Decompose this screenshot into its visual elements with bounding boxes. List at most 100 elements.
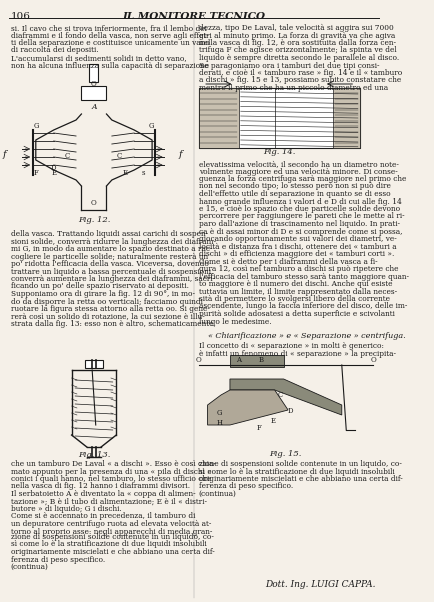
Text: e 15, e cioè lo spazio che due particelle solide devono: e 15, e cioè lo spazio che due particell… — [199, 205, 400, 213]
Text: C: C — [116, 152, 122, 160]
Text: ruotare la figura stessa attorno alla retta oo. Si gene-: ruotare la figura stessa attorno alla re… — [11, 305, 210, 313]
Text: gura 12, così nel tamburo a dischi si può ripetere che: gura 12, così nel tamburo a dischi si pu… — [199, 265, 398, 273]
Text: zione di sospensioni solide contenute in un liquido, co-: zione di sospensioni solide contenute in… — [199, 460, 401, 468]
Text: L'accumularsi di sedimenti solidi in detto vano,: L'accumularsi di sedimenti solidi in det… — [11, 54, 187, 62]
Text: lungo le medesime.: lungo le medesime. — [199, 317, 271, 326]
Text: mi G, in modo da aumentare lo spazio destinato a rac-: mi G, in modo da aumentare lo spazio des… — [11, 245, 212, 253]
Text: hanno grande influenza i valori d e D di cui alle fig. 14: hanno grande influenza i valori d e D di… — [199, 197, 401, 205]
Text: è infatti un fenomeno di « separazione » la precipita-: è infatti un fenomeno di « separazione »… — [199, 350, 396, 358]
Text: sità di permettere lo svolgersi libero della corrente: sità di permettere lo svolgersi libero d… — [199, 295, 390, 303]
Text: locità e distanza fra i dischi, ottenere dei « tamburi a: locità e distanza fra i dischi, ottenere… — [199, 243, 396, 250]
Text: D: D — [51, 164, 56, 172]
Text: Fig. 15.: Fig. 15. — [269, 450, 302, 458]
Text: Il serbatoietto A è diventato la « coppa di alimen-: Il serbatoietto A è diventato la « coppa… — [11, 490, 195, 498]
Text: sì come lo è la stratificazione di due liquidi insolubili: sì come lo è la stratificazione di due l… — [199, 468, 395, 476]
Text: do da disporre la retta oo verticali; facciamo quindi: do da disporre la retta oo verticali; fa… — [11, 297, 203, 305]
Text: di raccolta dei depositi.: di raccolta dei depositi. — [11, 46, 99, 55]
Text: nella vasca di fig. 12, è ora sostituita dalla forza cen-: nella vasca di fig. 12, è ora sostituita… — [199, 39, 396, 47]
Text: della vasca. Trattando liquidi assai carichi di sospen-: della vasca. Trattando liquidi assai car… — [11, 230, 208, 238]
Text: to maggiore è il numero dei dischi. Anche qui esiste: to maggiore è il numero dei dischi. Anch… — [199, 280, 392, 288]
Text: E: E — [123, 169, 128, 177]
Text: elevatissima velocità, il secondo ha un diametro note-: elevatissima velocità, il secondo ha un … — [199, 160, 398, 168]
Text: ascendente, lungo la faccia inferiore del disco, delle im-: ascendente, lungo la faccia inferiore de… — [199, 302, 407, 311]
Text: O: O — [91, 199, 97, 207]
Text: G: G — [148, 122, 154, 130]
Text: sì come lo è la stratificazione di due liquidi insolubili: sì come lo è la stratificazione di due l… — [11, 541, 207, 548]
Text: po' ridotta l'efficacia della vasca. Viceversa, dovendo: po' ridotta l'efficacia della vasca. Vic… — [11, 260, 209, 268]
Text: giri al minuto primo. La forza di gravità va che agiva: giri al minuto primo. La forza di gravit… — [199, 31, 395, 40]
Text: che un tamburo De Laval « a dischi ». Esso è così chia-: che un tamburo De Laval « a dischi ». Es… — [11, 460, 216, 468]
Text: mentre il primo che ha un piccolo diametro ed una: mentre il primo che ha un piccolo diamet… — [199, 84, 388, 92]
Bar — [85, 360, 103, 368]
Text: E: E — [270, 417, 275, 425]
Text: Supponiamo ora di girare la fig. 12 di 90°, in mo-: Supponiamo ora di girare la fig. 12 di 9… — [11, 290, 195, 298]
Text: Fig. 14.: Fig. 14. — [263, 148, 295, 156]
Text: Fig. 13.: Fig. 13. — [78, 451, 110, 459]
Text: G: G — [34, 122, 39, 130]
Bar — [333, 88, 360, 148]
Text: diaframmi e il fondo della vasca, non serve agli effet-: diaframmi e il fondo della vasca, non se… — [11, 31, 209, 40]
Text: sioni solide, converrà ridurre la lunghezza dei diafram-: sioni solide, converrà ridurre la lunghe… — [11, 238, 216, 246]
Text: originariamente miscielati e che abbiano una certa dif-: originariamente miscielati e che abbiano… — [199, 475, 402, 483]
Text: f: f — [179, 150, 183, 159]
Text: non nel secondo tipo; lo stesso però non si può dire: non nel secondo tipo; lo stesso però non… — [199, 182, 391, 190]
Text: ficando un po' delle spazio riservato ai depositi.: ficando un po' delle spazio riservato ai… — [11, 282, 189, 291]
Text: converrà aumentare la lunghezza dei diaframmi, sacri-: converrà aumentare la lunghezza dei diaf… — [11, 275, 215, 283]
Text: Come si è detto per i diaframmi della vasca a fi-: Come si è detto per i diaframmi della va… — [199, 258, 377, 265]
Text: B: B — [259, 356, 264, 364]
Text: originariamente miscielati e che abbiano una certa dif-: originariamente miscielati e che abbiano… — [11, 548, 214, 556]
Text: tuttavia un limite, il limite rappresentato dalla neces-: tuttavia un limite, il limite rappresent… — [199, 288, 397, 296]
Text: liquido è sempre diretta secondo le parallele al disco.: liquido è sempre diretta secondo le para… — [199, 54, 399, 62]
Text: guenza la forza centrifuga sarà maggiore nel primo che: guenza la forza centrifuga sarà maggiore… — [199, 175, 406, 183]
Text: derati, e cioè il « tamburo rase » fig. 14 e il « tamburo: derati, e cioè il « tamburo rase » fig. … — [199, 69, 402, 77]
Text: a dischi » fig. 15 e 13, possiamo subito constatare che: a dischi » fig. 15 e 13, possiamo subito… — [199, 76, 401, 84]
Polygon shape — [207, 390, 288, 425]
Text: Dott. Ing. LUIGI CAPPA.: Dott. Ing. LUIGI CAPPA. — [265, 580, 376, 589]
Text: O: O — [91, 80, 97, 88]
Text: O: O — [196, 356, 201, 364]
Text: conici i quali hanno, nel tamburo, lo stesso ufficio che: conici i quali hanno, nel tamburo, lo st… — [11, 475, 211, 483]
Text: butore » di liquido; G i dischi.: butore » di liquido; G i dischi. — [11, 505, 122, 513]
Text: Come si è accennato in precedenza, il tamburo di: Come si è accennato in precedenza, il ta… — [11, 512, 195, 521]
Text: F: F — [257, 424, 262, 432]
Polygon shape — [230, 379, 342, 415]
Text: s: s — [141, 169, 145, 177]
Text: dell'effetto utile di separazione in quanto se di esso: dell'effetto utile di separazione in qua… — [199, 190, 390, 198]
Text: A: A — [91, 103, 97, 111]
Text: Se paragoniamo ora i tamburi dei due tipi consi-: Se paragoniamo ora i tamburi dei due tip… — [199, 61, 379, 69]
Text: dezza, tipo De Laval, tale velocità si aggira sui 7000: dezza, tipo De Laval, tale velocità si a… — [199, 24, 393, 32]
Bar — [199, 88, 360, 148]
Text: trattare un liquido a bassa percentuale di sospensioni,: trattare un liquido a bassa percentuale … — [11, 267, 213, 276]
Text: f: f — [3, 150, 7, 159]
Text: Il concetto di « separazione » in molti è generico:: Il concetto di « separazione » in molti … — [199, 342, 384, 350]
Text: paro dall'azione di trascinamento nel liquido. In prati-: paro dall'azione di trascinamento nel li… — [199, 220, 400, 228]
Text: O: O — [370, 356, 376, 364]
Text: l'efficacia del tamburo stesso sarà tanto maggiore quan-: l'efficacia del tamburo stesso sarà tant… — [199, 273, 409, 281]
Text: E: E — [51, 169, 56, 177]
Text: C: C — [277, 391, 283, 399]
Text: nella vasca di fig. 12 hanno i diaframmi divisori.: nella vasca di fig. 12 hanno i diaframmi… — [11, 482, 190, 491]
Text: trifuga F che agisce orizzontalmente; la spinta ve del: trifuga F che agisce orizzontalmente; la… — [199, 46, 396, 55]
Text: rerà così un solido di rotazione, la cui sezione è illu-: rerà così un solido di rotazione, la cui… — [11, 312, 204, 320]
Text: « Chiarificazione » e « Separazione » centrifuga.: « Chiarificazione » e « Separazione » ce… — [207, 332, 405, 340]
Text: Fig. 12.: Fig. 12. — [78, 216, 110, 224]
Text: volmente maggiore ed una velocità minore. Di conse-: volmente maggiore ed una velocità minore… — [199, 167, 398, 176]
Bar — [89, 64, 99, 82]
Text: si. Il cavo che si trova inferiormente, fra il lembo dei: si. Il cavo che si trova inferiormente, … — [11, 24, 207, 32]
Text: 106: 106 — [11, 12, 31, 21]
Bar — [82, 86, 106, 100]
Text: G: G — [217, 409, 222, 417]
Text: F: F — [33, 169, 38, 177]
Text: non ha alcuna influenza sulla capacità di separazione: non ha alcuna influenza sulla capacità d… — [11, 61, 209, 70]
Text: torno al proprio asse: negli apparecchi di media gran-: torno al proprio asse: negli apparecchi … — [11, 527, 212, 536]
Text: A: A — [237, 356, 241, 364]
Text: giocando opportunamente sui valori dei diametri, ve-: giocando opportunamente sui valori dei d… — [199, 235, 396, 243]
Text: purità solide adosatesi a detta superficie e scivolanti: purità solide adosatesi a detta superfic… — [199, 310, 395, 318]
Text: percorrere per raggiungere le pareti che le mette al ri-: percorrere per raggiungere le pareti che… — [199, 213, 404, 220]
Text: ca è di assai minor di D e si comprende come si possa,: ca è di assai minor di D e si comprende … — [199, 228, 402, 235]
Text: mato appunto per la presenza di una « pila di dischi »: mato appunto per la presenza di una « pi… — [11, 468, 211, 476]
Text: tazione »; B è il tubo di alimentazione; E è il « distri-: tazione »; B è il tubo di alimentazione;… — [11, 497, 207, 506]
Text: cogliere le particelle solide; naturalmente resterà un: cogliere le particelle solide; naturalme… — [11, 252, 208, 261]
Text: ferenza di peso specifico.: ferenza di peso specifico. — [199, 482, 293, 491]
Text: dischi » di efficienza maggiore dei « tamburi corti ».: dischi » di efficienza maggiore dei « ta… — [199, 250, 394, 258]
